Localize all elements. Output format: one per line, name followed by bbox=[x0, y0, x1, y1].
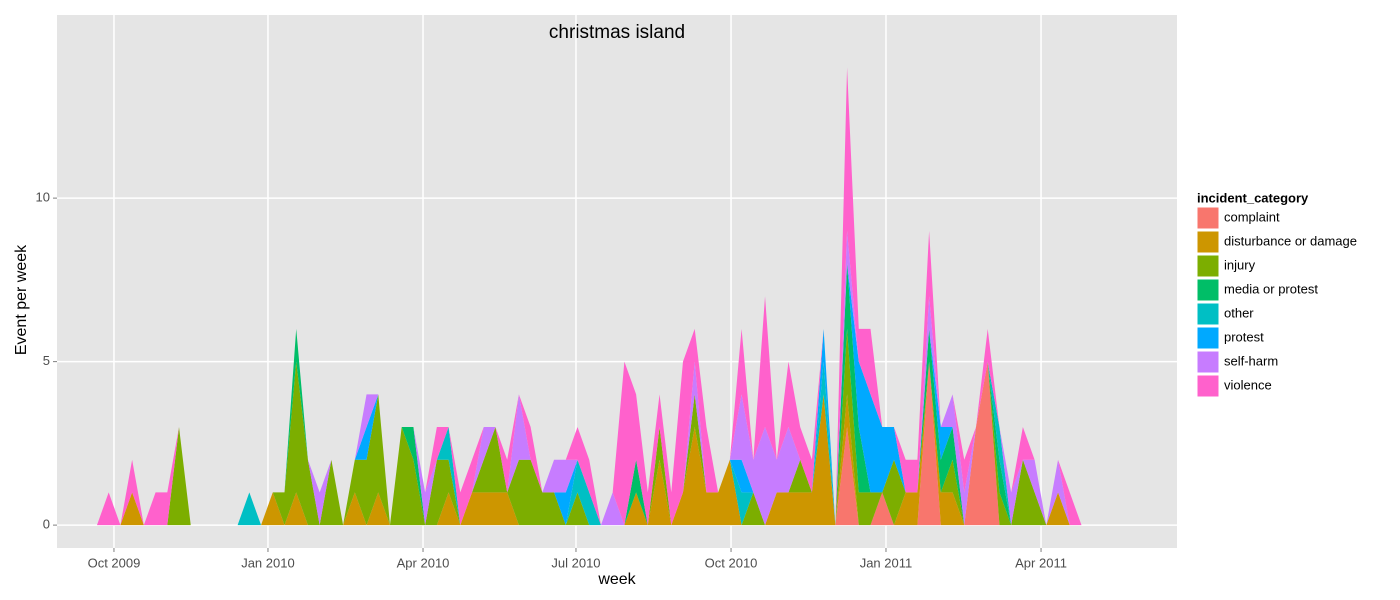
area-series bbox=[96, 361, 1082, 526]
x-tick-label: Oct 2010 bbox=[705, 555, 758, 570]
x-tick-label: Jan 2011 bbox=[860, 555, 913, 570]
legend-key bbox=[1196, 326, 1220, 350]
legend-label: injury bbox=[1224, 257, 1256, 272]
legend-label: complaint bbox=[1224, 209, 1280, 224]
legend-key bbox=[1196, 206, 1220, 230]
area-series bbox=[96, 328, 1082, 526]
legend-key bbox=[1196, 302, 1220, 326]
y-tick-label: 0 bbox=[43, 517, 50, 532]
x-tick-label: Apr 2011 bbox=[1015, 555, 1067, 570]
legend-label: disturbance or damage bbox=[1224, 233, 1357, 248]
y-tick-label: 5 bbox=[43, 353, 50, 368]
chart-title: christmas island bbox=[549, 22, 685, 43]
legend-label: other bbox=[1224, 305, 1254, 320]
legend-key bbox=[1196, 230, 1220, 254]
x-tick-label: Oct 2009 bbox=[88, 555, 141, 570]
legend-key bbox=[1196, 254, 1220, 278]
legend-title: incident_category bbox=[1197, 190, 1309, 205]
legend-key bbox=[1196, 278, 1220, 302]
x-tick-label: Jan 2010 bbox=[241, 555, 295, 570]
x-tick-label: Jul 2010 bbox=[551, 555, 600, 570]
legend-label: self-harm bbox=[1224, 353, 1278, 368]
legend-label: violence bbox=[1224, 377, 1272, 392]
legend-label: media or protest bbox=[1224, 281, 1318, 296]
x-tick-label: Apr 2010 bbox=[397, 555, 450, 570]
legend-key bbox=[1196, 374, 1220, 398]
y-axis-label: Event per week bbox=[13, 244, 30, 355]
legend-key bbox=[1196, 350, 1220, 374]
legend-label: protest bbox=[1224, 329, 1264, 344]
y-tick-label: 10 bbox=[36, 190, 50, 205]
x-axis-label: week bbox=[597, 571, 636, 588]
